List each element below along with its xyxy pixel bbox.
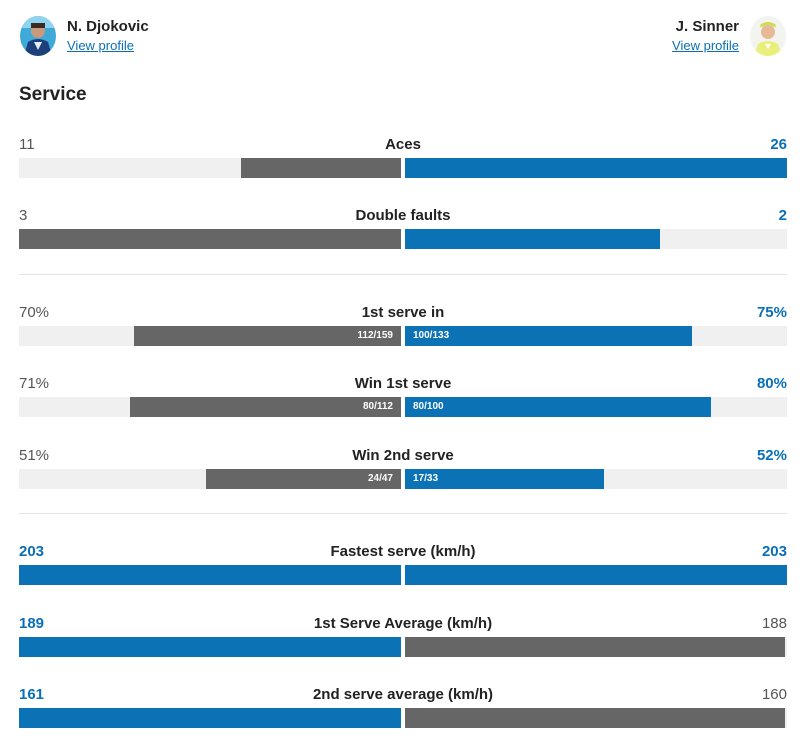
stat-left-value: 3	[19, 207, 28, 224]
player-right-name: J. Sinner	[675, 18, 739, 35]
stat-left-value: 203	[19, 543, 45, 560]
stat-left-value: 70%	[19, 304, 50, 321]
stat-right-detail: 100/133	[413, 330, 450, 341]
stat-row-fastest-serve-km-h: Fastest serve (km/h) 203 203	[19, 543, 787, 591]
stat-right-track: 100/133	[405, 326, 787, 346]
stat-title: Double faults	[355, 207, 451, 224]
stat-left-value: 11	[19, 136, 35, 153]
stat-left-track	[19, 229, 401, 249]
stat-right-bar	[405, 158, 787, 178]
stat-right-bar	[405, 565, 787, 585]
stat-left-value: 189	[19, 615, 45, 632]
stat-right-value: 203	[761, 543, 787, 560]
section-divider	[19, 274, 787, 275]
stat-right-value: 26	[770, 136, 787, 153]
stat-left-detail: 80/112	[362, 401, 393, 412]
stat-right-bar	[405, 229, 660, 249]
stat-row-1st-serve-in: 1st serve in 70% 75% 112/159 100/133	[19, 304, 787, 352]
stat-right-detail: 17/33	[413, 473, 439, 484]
stat-row-win-1st-serve: Win 1st serve 71% 80% 80/112 80/100	[19, 375, 787, 423]
stat-row-1st-serve-average-km-h: 1st Serve Average (km/h) 189 188	[19, 615, 787, 663]
stat-left-detail: 24/47	[367, 473, 393, 484]
stat-title: 1st serve in	[361, 304, 445, 321]
stat-row-2nd-serve-average-km-h: 2nd serve average (km/h) 161 160	[19, 686, 787, 734]
stat-right-value: 188	[761, 615, 787, 632]
stat-right-bar	[405, 397, 711, 417]
stat-left-value: 71%	[19, 375, 50, 392]
stat-left-bar	[241, 158, 401, 178]
player-left: N. Djokovic View profile	[20, 16, 149, 56]
players-header: N. Djokovic View profile J. Sinner View …	[0, 0, 804, 70]
stat-right-value: 160	[761, 686, 787, 703]
stat-left-bar	[130, 397, 401, 417]
stat-right-value: 75%	[756, 304, 787, 321]
stat-right-bar	[405, 326, 692, 346]
stat-title: Win 2nd serve	[352, 447, 454, 464]
stat-right-track: 17/33	[405, 469, 787, 489]
stat-left-value: 161	[19, 686, 45, 703]
stat-row-aces: Aces 11 26	[19, 136, 787, 184]
stat-right-track	[405, 708, 787, 728]
stat-left-bar	[206, 469, 401, 489]
stat-right-bar	[405, 637, 785, 657]
player-right-avatar[interactable]	[750, 16, 786, 56]
stat-left-track	[19, 637, 401, 657]
stat-left-bar	[19, 565, 401, 585]
player-left-view-profile-link[interactable]: View profile	[67, 38, 134, 53]
stat-right-track	[405, 565, 787, 585]
player-right-view-profile-link[interactable]: View profile	[672, 38, 739, 53]
section-divider	[19, 513, 787, 514]
stat-title: 1st Serve Average (km/h)	[313, 615, 493, 632]
stat-title: Win 1st serve	[354, 375, 452, 392]
stat-left-track: 112/159	[19, 326, 401, 346]
stat-right-bar	[405, 469, 604, 489]
stat-title: Aces	[385, 136, 421, 153]
stat-right-track	[405, 229, 787, 249]
stat-right-bar	[405, 708, 785, 728]
stat-right-value: 80%	[756, 375, 787, 392]
stat-right-value: 2	[778, 207, 787, 224]
stat-left-value: 51%	[19, 447, 50, 464]
player-right: J. Sinner View profile	[672, 16, 786, 56]
player-left-avatar[interactable]	[20, 16, 56, 56]
stat-left-track	[19, 158, 401, 178]
stat-left-track	[19, 565, 401, 585]
stat-left-detail: 112/159	[357, 330, 393, 341]
player-left-name: N. Djokovic	[67, 18, 149, 35]
stat-right-detail: 80/100	[413, 401, 444, 412]
stat-left-track: 80/112	[19, 397, 401, 417]
stat-title: Fastest serve (km/h)	[330, 543, 476, 560]
stat-right-track	[405, 637, 787, 657]
stat-title: 2nd serve average (km/h)	[312, 686, 494, 703]
stat-left-bar	[19, 637, 401, 657]
stat-right-track	[405, 158, 787, 178]
stat-right-value: 52%	[756, 447, 787, 464]
stat-left-bar	[19, 229, 401, 249]
stat-right-track: 80/100	[405, 397, 787, 417]
stat-left-bar	[134, 326, 401, 346]
stat-left-bar	[19, 708, 401, 728]
stat-left-track: 24/47	[19, 469, 401, 489]
section-title: Service	[19, 84, 87, 105]
stat-row-win-2nd-serve: Win 2nd serve 51% 52% 24/47 17/33	[19, 447, 787, 495]
stat-row-double-faults: Double faults 3 2	[19, 207, 787, 255]
stat-left-track	[19, 708, 401, 728]
